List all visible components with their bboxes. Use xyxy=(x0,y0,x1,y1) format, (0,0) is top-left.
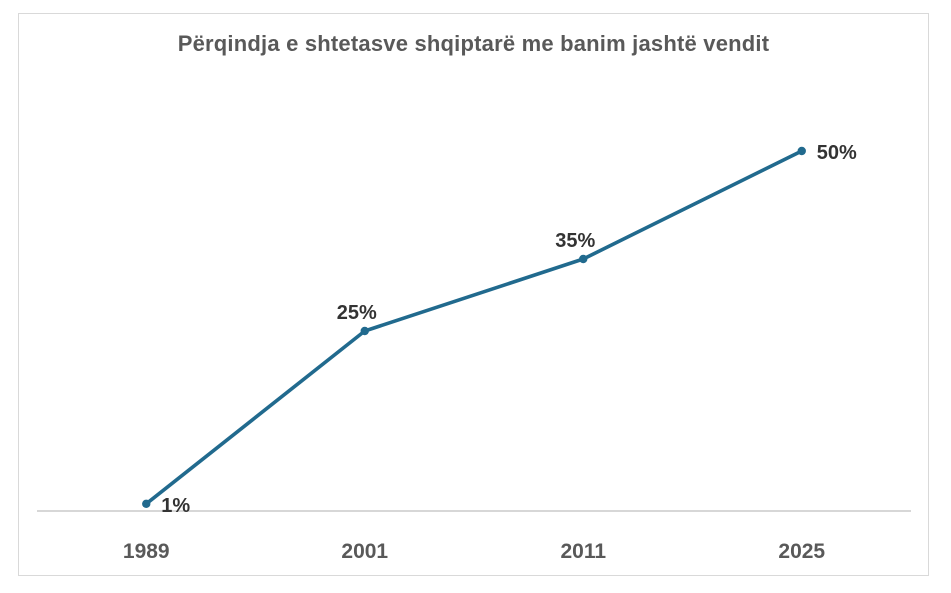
data-point-marker xyxy=(797,146,806,156)
x-tick-label: 2001 xyxy=(341,540,388,563)
data-point-marker xyxy=(579,254,588,264)
data-label: 25% xyxy=(337,302,377,324)
chart-title: Përqindja e shtetasve shqiptarë me banim… xyxy=(177,31,770,56)
data-label: 35% xyxy=(555,230,595,252)
x-tick-label: 2011 xyxy=(560,540,606,563)
data-point-marker xyxy=(360,326,369,336)
x-tick-label: 1989 xyxy=(123,540,170,563)
x-tick-label: 2025 xyxy=(778,540,825,563)
series-line xyxy=(144,149,804,506)
data-point-marker xyxy=(142,499,151,508)
data-label: 1% xyxy=(161,495,190,517)
data-label: 50% xyxy=(817,142,857,164)
